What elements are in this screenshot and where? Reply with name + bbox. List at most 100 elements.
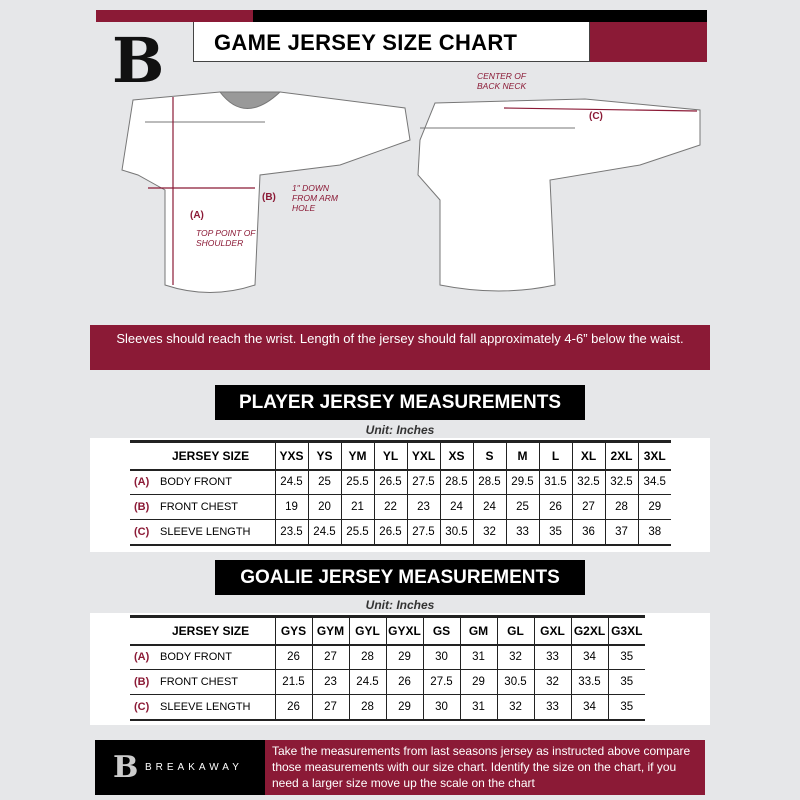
- size-header-label: JERSEY SIZE: [172, 623, 250, 638]
- table-cell: 34: [570, 694, 608, 720]
- table-cell: 33: [533, 644, 571, 670]
- table-cell: 26: [274, 694, 312, 720]
- table-cell: 29: [385, 694, 423, 720]
- goalie-unit: Unit: Inches: [365, 598, 435, 612]
- row-code: (C): [134, 525, 150, 538]
- footer-brand-name: BREAKAWAY: [145, 762, 243, 773]
- goalie-heading: GOALIE JERSEY MEASUREMENTS: [215, 560, 585, 595]
- table-cell: 26: [538, 494, 572, 520]
- size-column-header: GYS: [274, 616, 312, 645]
- size-column-header: S: [472, 441, 506, 470]
- row-label: (A) BODY FRONT: [130, 645, 275, 670]
- table-cell: 29: [459, 669, 497, 695]
- table-cell: 34.5: [637, 469, 671, 495]
- row-code: (A): [134, 476, 150, 489]
- size-column-header: XL: [571, 441, 605, 470]
- table-cell: 24.5: [348, 669, 386, 695]
- table-cell: 37: [604, 519, 638, 545]
- size-column-header: YS: [307, 441, 341, 470]
- table-cell: 27: [311, 644, 349, 670]
- table-cell: 34: [570, 644, 608, 670]
- table-cell: 30: [422, 644, 460, 670]
- table-cell: 23: [406, 494, 440, 520]
- table-row: (C) SLEEVE LENGTH 23.5 24.5 25.5 26.5 27.5 30.5…: [130, 519, 671, 545]
- size-column-header: YM: [340, 441, 374, 470]
- size-column-header: XS: [439, 441, 473, 470]
- fit-notice: Sleeves should reach the wrist. Length o…: [90, 325, 710, 370]
- table-cell: 28: [604, 494, 638, 520]
- size-column-header: M: [505, 441, 539, 470]
- row-label: (B) FRONT CHEST: [130, 670, 275, 695]
- measure-line-c: [503, 107, 698, 112]
- table-cell: 32: [496, 644, 534, 670]
- table-cell: 29.5: [505, 469, 539, 495]
- size-column-header: GM: [459, 616, 497, 645]
- table-cell: 38: [637, 519, 671, 545]
- table-cell: 25.5: [340, 469, 374, 495]
- note-a: TOP POINT OF SHOULDER: [196, 228, 256, 248]
- table-cell: 32.5: [571, 469, 605, 495]
- size-column-header: GS: [422, 616, 460, 645]
- row-label: (A) BODY FRONT: [130, 470, 275, 495]
- label-c: (C): [589, 111, 603, 122]
- player-heading: PLAYER JERSEY MEASUREMENTS: [215, 385, 585, 420]
- table-cell: 32.5: [604, 469, 638, 495]
- brand-logo: B: [112, 24, 165, 97]
- size-header-row: JERSEY SIZE YXS YS YM YL YXL XS S M L XL 2XL 3XL: [130, 441, 671, 470]
- size-column-header: YXL: [406, 441, 440, 470]
- table-cell: 36: [571, 519, 605, 545]
- table-cell: 26.5: [373, 469, 407, 495]
- table-cell: 31: [459, 644, 497, 670]
- table-cell: 19: [274, 494, 308, 520]
- table-cell: 22: [373, 494, 407, 520]
- page-title: GAME JERSEY SIZE CHART: [193, 22, 590, 62]
- row-name: SLEEVE LENGTH: [160, 700, 251, 713]
- table-cell: 24.5: [307, 519, 341, 545]
- table-cell: 35: [607, 694, 645, 720]
- front-jersey: [121, 91, 411, 293]
- table-cell: 29: [385, 644, 423, 670]
- table-cell: 27: [571, 494, 605, 520]
- table-cell: 28.5: [439, 469, 473, 495]
- table-cell: 29: [637, 494, 671, 520]
- table-cell: 25: [505, 494, 539, 520]
- table-row: (C) SLEEVE LENGTH 26 27 28 29 30 31 32 33 34 35: [130, 694, 645, 720]
- table-row: (A) BODY FRONT 26 27 28 29 30 31 32 33 34 35: [130, 644, 645, 670]
- title-accent-block: [590, 22, 707, 62]
- table-cell: 21: [340, 494, 374, 520]
- note-c: CENTER OF BACK NECK: [477, 71, 527, 91]
- row-label: (B) FRONT CHEST: [130, 495, 275, 520]
- row-code: (C): [134, 700, 150, 713]
- row-label: (C) SLEEVE LENGTH: [130, 695, 275, 720]
- size-column-header: YL: [373, 441, 407, 470]
- table-cell: 31: [459, 694, 497, 720]
- table-cell: 32: [496, 694, 534, 720]
- table-cell: 25: [307, 469, 341, 495]
- top-bar-black: [253, 10, 707, 22]
- top-bar-maroon: [96, 10, 253, 22]
- table-cell: 24: [439, 494, 473, 520]
- footer-instructions: Take the measurements from last seasons …: [265, 740, 705, 795]
- goalie-table: JERSEY SIZE GYS GYM GYL GYXL GS GM GL GXL G2XL G3X…: [90, 613, 710, 725]
- table-cell: 35: [538, 519, 572, 545]
- row-name: BODY FRONT: [160, 651, 232, 664]
- size-column-header: GYM: [311, 616, 349, 645]
- row-code: (B): [134, 676, 150, 688]
- table-cell: 33: [505, 519, 539, 545]
- table-row: (B) FRONT CHEST 19 20 21 22 23 24 24 25 26 27 28 29: [130, 494, 671, 520]
- size-column-header: GXL: [533, 616, 571, 645]
- footer-logo: B: [113, 750, 139, 785]
- player-table: JERSEY SIZE YXS YS YM YL YXL XS S M L XL 2XL 3XL (A) B…: [90, 438, 710, 552]
- table-cell: 32: [533, 669, 571, 695]
- table-cell: 25.5: [340, 519, 374, 545]
- table-cell: 30.5: [496, 669, 534, 695]
- row-name: BODY FRONT: [160, 476, 232, 489]
- size-column-header: G3XL: [607, 616, 645, 645]
- table-cell: 30.5: [439, 519, 473, 545]
- table-cell: 21.5: [274, 669, 312, 695]
- table-cell: 26.5: [373, 519, 407, 545]
- table-cell: 33: [533, 694, 571, 720]
- table-cell: 35: [607, 669, 645, 695]
- row-code: (B): [134, 501, 150, 513]
- size-column-header: GYXL: [385, 616, 423, 645]
